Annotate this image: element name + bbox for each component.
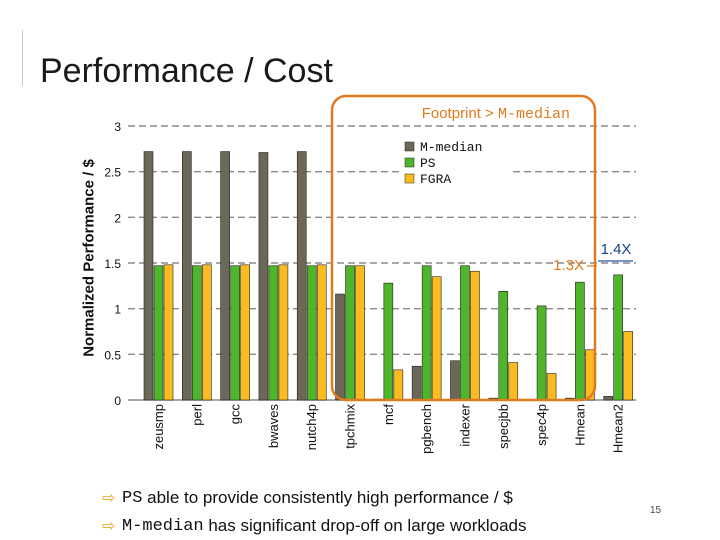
annotation-1-4x: 1.4X bbox=[601, 241, 632, 258]
page-title: Performance / Cost bbox=[40, 52, 333, 90]
legend-background bbox=[399, 137, 512, 197]
bar-fgra bbox=[202, 264, 212, 401]
highlight-box bbox=[330, 94, 597, 402]
arrow-icon: ⇨ bbox=[102, 490, 116, 507]
bar-m-median bbox=[411, 365, 422, 401]
bullet-mono-term: M-median bbox=[122, 516, 204, 536]
bar-fgra bbox=[431, 276, 442, 401]
legend-swatch bbox=[404, 157, 415, 168]
category-label: spec4p bbox=[534, 404, 549, 446]
y-tick-label: 0.5 bbox=[104, 348, 121, 362]
bar-m-median bbox=[603, 396, 613, 401]
y-tick-label: 2 bbox=[114, 211, 121, 225]
highlight-box-label: Footprint > M-median bbox=[422, 105, 570, 123]
category-label: perl bbox=[189, 404, 204, 426]
bar-fgra bbox=[278, 264, 289, 401]
y-tick-label: 3 bbox=[114, 120, 121, 134]
page-number: 15 bbox=[650, 505, 662, 516]
legend-label: M-median bbox=[420, 140, 482, 155]
bar-ps bbox=[192, 265, 202, 401]
y-tick-label: 2.5 bbox=[104, 166, 121, 180]
category-label: gcc bbox=[228, 404, 243, 425]
bar-fgra bbox=[355, 265, 365, 401]
bar-ps bbox=[575, 281, 585, 401]
bar-fgra bbox=[240, 264, 250, 401]
annotation-1-3x: 1.3X bbox=[553, 257, 584, 274]
y-tick-label: 1 bbox=[114, 303, 121, 317]
bar-ps bbox=[460, 265, 470, 401]
y-tick-label: 1.5 bbox=[104, 257, 121, 271]
legend-label: FGRA bbox=[420, 172, 451, 187]
bar-ps bbox=[268, 265, 279, 401]
category-label: Hmean bbox=[572, 404, 587, 446]
y-tick-label: 0 bbox=[114, 394, 121, 408]
bar-ps bbox=[613, 274, 623, 401]
bar-fgra bbox=[470, 270, 480, 401]
category-label: nutch4p bbox=[304, 404, 319, 450]
category-label: bwaves bbox=[266, 404, 281, 449]
bullet-item: ⇨ PS able to provide consistently high p… bbox=[102, 484, 527, 512]
bullet-text: has significant drop-off on large worklo… bbox=[203, 516, 527, 535]
bar-ps bbox=[383, 282, 394, 401]
bar-fgra bbox=[316, 264, 327, 401]
category-label: specjbb bbox=[496, 404, 511, 449]
bullet-mono-term: PS bbox=[122, 488, 143, 508]
bar-fgra bbox=[508, 362, 519, 401]
bar-ps bbox=[421, 265, 432, 401]
bar-ps bbox=[536, 305, 547, 401]
bar-m-median bbox=[296, 151, 307, 401]
highlight-label-mono: M-median bbox=[498, 106, 570, 123]
bar-m-median bbox=[143, 151, 154, 401]
bar-fgra bbox=[393, 369, 404, 401]
highlight-label-prefix: Footprint > bbox=[422, 105, 498, 122]
title-rule bbox=[22, 30, 23, 86]
bar-ps bbox=[306, 265, 317, 401]
legend-swatch bbox=[404, 141, 415, 152]
bar-layer bbox=[143, 151, 633, 401]
bar-ps bbox=[498, 291, 509, 401]
category-label: Hmean2 bbox=[611, 404, 626, 453]
bar-m-median bbox=[450, 360, 460, 401]
bar-m-median bbox=[258, 152, 269, 401]
category-labels: zeusmp perl gcc bwaves nutch4p tpchmix mcf pgbe… bbox=[151, 403, 626, 454]
bar-fgra bbox=[546, 373, 557, 401]
bullet-list: ⇨ PS able to provide consistently high p… bbox=[102, 484, 527, 540]
bar-m-median bbox=[182, 151, 192, 401]
bar-ps bbox=[230, 265, 240, 401]
legend-swatch bbox=[404, 173, 415, 184]
bar-m-median bbox=[335, 293, 345, 401]
arrow-icon: ⇨ bbox=[102, 518, 116, 535]
category-label: indexer bbox=[457, 403, 472, 446]
bar-ps bbox=[345, 265, 355, 401]
category-label: mcf bbox=[381, 404, 396, 425]
bullet-item: ⇨ M-median has significant drop-off on l… bbox=[102, 512, 527, 540]
category-label: zeusmp bbox=[151, 404, 166, 450]
bullet-text: able to provide consistently high perfor… bbox=[142, 488, 513, 507]
bar-m-median bbox=[220, 151, 230, 401]
legend-label: PS bbox=[420, 156, 436, 171]
bar-fgra bbox=[623, 331, 633, 401]
category-label: pgbench bbox=[419, 404, 434, 454]
category-label: tpchmix bbox=[343, 404, 358, 449]
bar-fgra bbox=[163, 264, 174, 401]
y-tick-labels: 0 0.5 1 1.5 2 2.5 3 bbox=[104, 120, 121, 408]
bar-ps bbox=[153, 265, 164, 401]
